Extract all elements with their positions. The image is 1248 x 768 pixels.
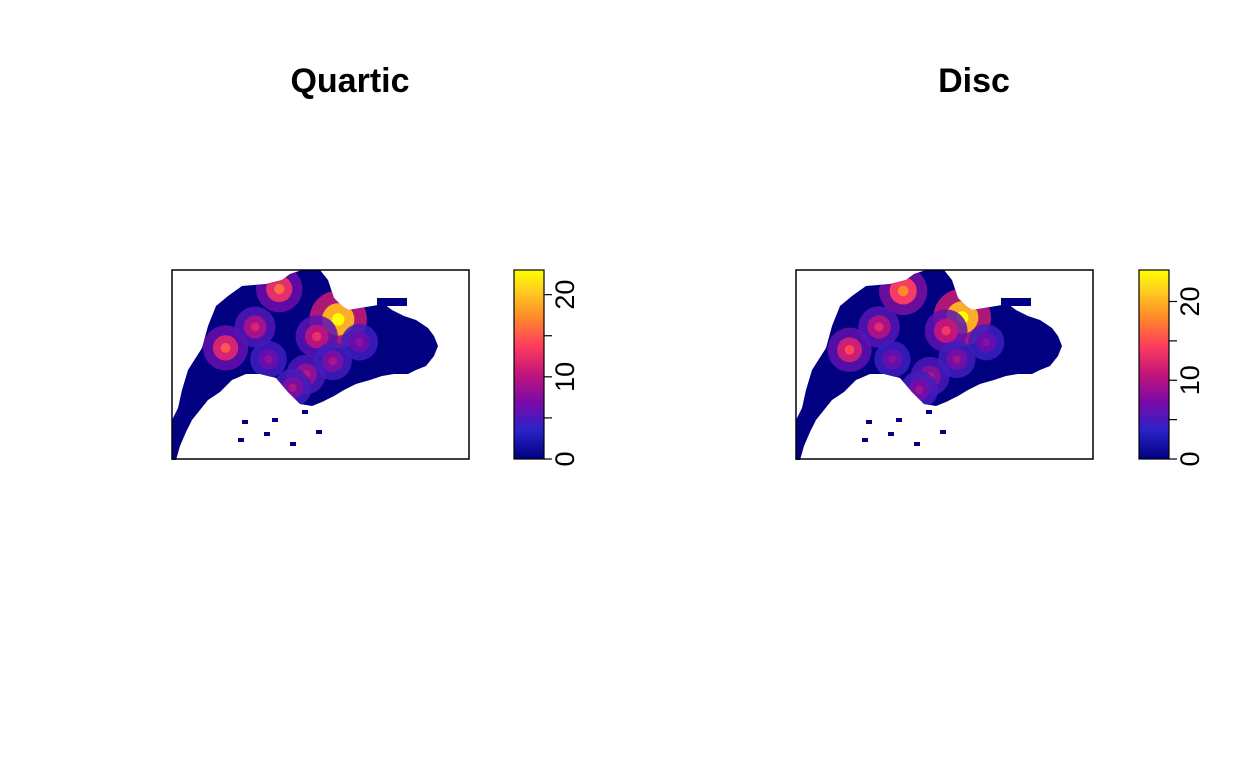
density-map bbox=[172, 270, 438, 460]
colorbar-tick-label: 20 bbox=[1175, 286, 1205, 316]
islet bbox=[862, 438, 868, 442]
hotspot-peak bbox=[915, 385, 924, 394]
panel-title: Disc bbox=[938, 62, 1010, 100]
disc-panel: Disc 0 10 20 bbox=[795, 62, 1205, 467]
hotspot-peak bbox=[328, 357, 337, 366]
hotspot-peak bbox=[844, 344, 855, 355]
islet bbox=[242, 420, 248, 424]
color-legend: 0 10 20 bbox=[1138, 269, 1205, 467]
panel-title: Quartic bbox=[290, 62, 409, 100]
hotspot-peak bbox=[288, 383, 297, 392]
islet bbox=[316, 430, 322, 434]
islet bbox=[377, 298, 407, 306]
islet bbox=[896, 418, 902, 422]
hotspot-peak bbox=[220, 342, 231, 353]
colorbar-tick-label: 10 bbox=[550, 362, 580, 392]
plot-frame bbox=[171, 269, 470, 460]
hotspot-peak bbox=[250, 322, 260, 332]
hotspot-peak bbox=[888, 355, 897, 364]
islet bbox=[238, 438, 244, 442]
hotspot-peak bbox=[312, 331, 322, 342]
island-landmass bbox=[796, 270, 1062, 460]
islet bbox=[866, 420, 872, 424]
islet bbox=[940, 430, 946, 434]
islet bbox=[302, 410, 308, 414]
colorbar bbox=[1138, 269, 1170, 460]
islet bbox=[926, 410, 932, 414]
hotspot-peak bbox=[264, 355, 273, 364]
hotspot-peak bbox=[355, 338, 364, 347]
colorbar-tick-label: 0 bbox=[1175, 451, 1205, 466]
colorbar-tick-label: 0 bbox=[550, 451, 580, 466]
hotspot-peak bbox=[982, 338, 991, 347]
islet bbox=[290, 442, 296, 446]
colorbar-tick-label: 10 bbox=[1175, 365, 1205, 395]
islet bbox=[914, 442, 920, 446]
plot-frame bbox=[795, 269, 1094, 460]
hotspot-peak bbox=[897, 285, 909, 297]
hotspot-peak bbox=[274, 283, 285, 295]
hotspot-peak bbox=[331, 313, 345, 326]
colorbar-tick-label: 20 bbox=[550, 280, 580, 310]
hotspot-peak bbox=[952, 355, 961, 364]
islet bbox=[1001, 298, 1031, 306]
hotspot-peak bbox=[941, 326, 951, 336]
quartic-panel: Quartic 0 10 20 bbox=[171, 62, 580, 467]
islet bbox=[264, 432, 270, 436]
islet bbox=[888, 432, 894, 436]
color-legend: 0 10 20 bbox=[513, 269, 580, 467]
density-map bbox=[796, 270, 1062, 460]
colorbar bbox=[513, 269, 545, 460]
island-landmass bbox=[172, 270, 438, 460]
hotspot-peak bbox=[874, 322, 884, 332]
islet bbox=[272, 418, 278, 422]
